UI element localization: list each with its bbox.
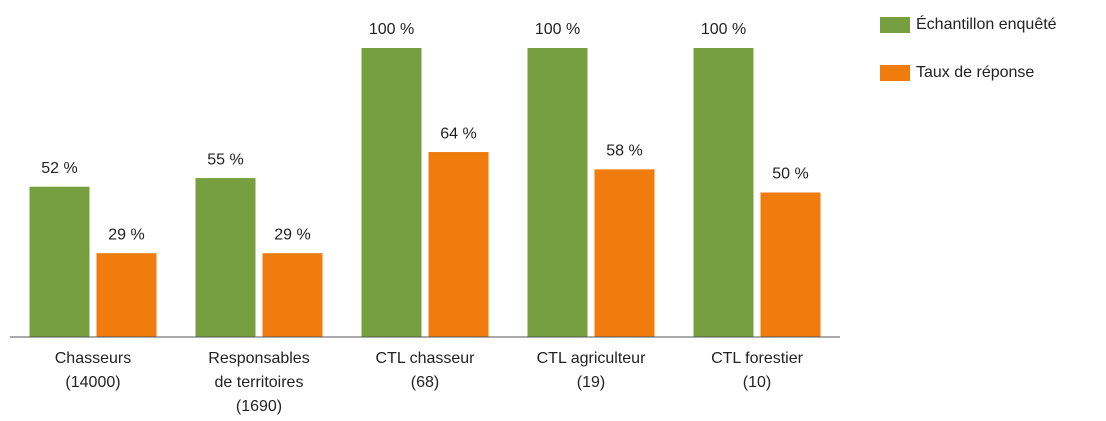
x-tick-label: (68) — [411, 374, 439, 391]
legend-swatch — [880, 17, 910, 33]
bar — [262, 253, 323, 337]
bar — [693, 48, 754, 337]
x-tick-label: (19) — [577, 374, 605, 391]
value-label: 58 % — [606, 143, 642, 160]
value-label: 29 % — [274, 226, 310, 243]
bar — [428, 152, 489, 337]
x-tick-label: (1690) — [236, 398, 282, 415]
x-tick-label: Responsables — [208, 350, 309, 367]
bar — [527, 48, 588, 337]
legend-swatch — [880, 65, 910, 81]
bar — [29, 186, 90, 337]
bar — [195, 178, 256, 337]
value-label: 100 % — [369, 21, 414, 38]
x-tick-label: Chasseurs — [55, 350, 131, 367]
value-label: 52 % — [41, 160, 77, 177]
legend-label: Taux de réponse — [916, 64, 1034, 81]
value-label: 64 % — [440, 125, 476, 142]
x-tick-label: de territoires — [215, 374, 304, 391]
x-tick-label: (10) — [743, 374, 771, 391]
x-tick-label: CTL chasseur — [376, 350, 476, 367]
value-label: 55 % — [207, 151, 243, 168]
value-label: 100 % — [701, 21, 746, 38]
value-label: 29 % — [108, 226, 144, 243]
x-tick-label: (14000) — [65, 374, 120, 391]
x-tick-label: CTL forestier — [711, 350, 804, 367]
legend-label: Échantillon enquêté — [916, 14, 1057, 33]
bar — [594, 169, 655, 337]
bar — [361, 48, 422, 337]
value-label: 100 % — [535, 21, 580, 38]
value-label: 50 % — [772, 166, 808, 183]
bar — [760, 192, 821, 337]
bar — [96, 253, 157, 337]
x-tick-label: CTL agriculteur — [537, 350, 646, 367]
